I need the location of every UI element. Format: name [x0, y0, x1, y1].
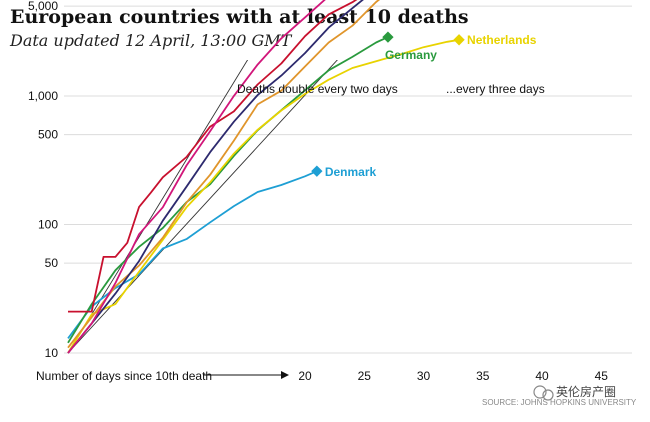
chart-title: European countries with at least 10 deat… [10, 6, 469, 28]
series-line-spain [67, 0, 326, 354]
series-lines [67, 0, 465, 354]
reference-line-2-days [67, 60, 249, 354]
annotation-double-three-days: ...every three days [446, 82, 545, 96]
x-tick-label: 35 [476, 369, 490, 383]
y-tick-label: 10 [45, 346, 59, 360]
x-tick-label: 20 [298, 369, 312, 383]
series-label-denmark: Denmark [325, 165, 377, 179]
series-line-germany [67, 36, 389, 344]
end-marker-netherlands [453, 34, 465, 46]
x-tick-label: 40 [535, 369, 549, 383]
reference-line-3-days [67, 60, 338, 354]
y-tick-label: 5,000 [28, 0, 58, 13]
series-line-france [67, 0, 381, 349]
grid-lines [64, 5, 632, 354]
end-marker-denmark [311, 165, 323, 177]
series-line-italy [67, 0, 364, 354]
chart-subtitle: Data updated 12 April, 13:00 GMT [10, 31, 292, 50]
series-labels: DenmarkGermanyNetherlandsFranceItalyUKSp… [325, 33, 537, 179]
y-tick-label: 50 [45, 256, 59, 270]
series-line-uk [68, 0, 358, 313]
x-axis-label: Number of days since 10th death [36, 369, 212, 383]
wechat-icon-small [542, 389, 554, 401]
x-tick-label: 25 [358, 369, 372, 383]
series-line-netherlands [67, 38, 460, 354]
source-note: SOURCE: JOHNS HOPKINS UNIVERSITY [482, 398, 637, 407]
annotation-double-two-days: Deaths double every two days [237, 82, 398, 96]
reference-lines [67, 60, 338, 354]
x-tick-label: 45 [595, 369, 609, 383]
series-label-netherlands: Netherlands [467, 33, 537, 47]
y-tick-label: 500 [38, 128, 58, 142]
end-marker-germany [382, 31, 394, 43]
x-axis-ticks: 20 25 30 35 40 45 [298, 369, 608, 383]
y-tick-label: 100 [38, 218, 58, 232]
watermark-text: 英伦房产圈 [556, 384, 616, 399]
series-label-germany: Germany [385, 48, 437, 62]
x-tick-label: 30 [417, 369, 431, 383]
y-tick-label: 1,000 [28, 89, 58, 103]
wechat-icon [533, 385, 547, 399]
watermark: 英伦房产圈 [533, 384, 616, 401]
